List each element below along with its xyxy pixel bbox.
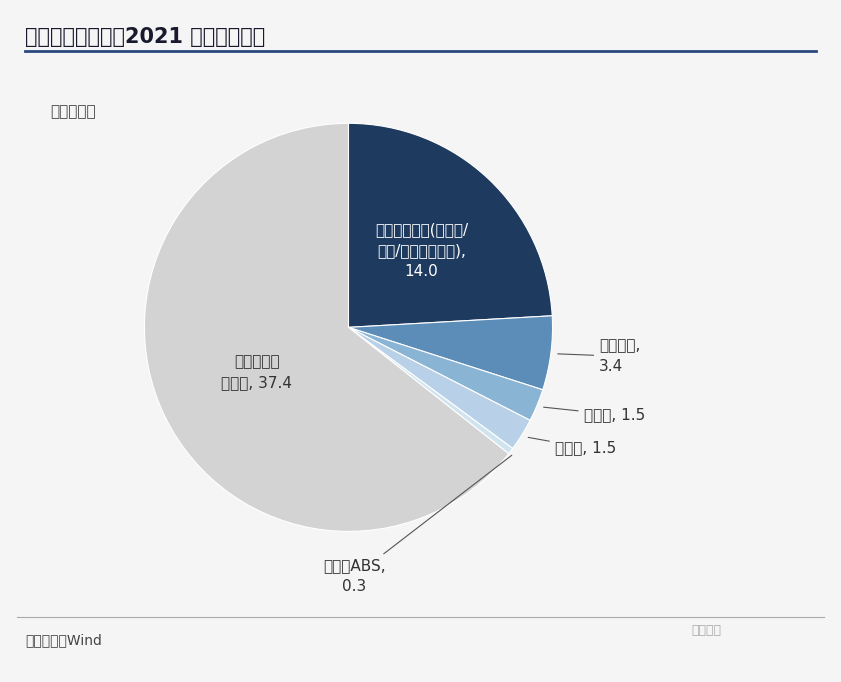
Text: 境外债, 1.5: 境外债, 1.5 xyxy=(528,437,616,455)
Wedge shape xyxy=(348,327,542,420)
Wedge shape xyxy=(348,123,553,327)
Text: 房地产ABS,
0.3: 房地产ABS, 0.3 xyxy=(323,456,512,594)
Wedge shape xyxy=(348,327,513,454)
Text: （万亿元）: （万亿元） xyxy=(50,104,96,119)
Text: 房地产金融风险（2021 年三季度末）: 房地产金融风险（2021 年三季度末） xyxy=(25,27,266,47)
Wedge shape xyxy=(145,123,509,531)
Text: 信用债, 1.5: 信用债, 1.5 xyxy=(543,407,645,422)
Text: 万应拾得: 万应拾得 xyxy=(691,624,722,637)
Wedge shape xyxy=(348,327,530,449)
Text: 个人购房按
揭贷款, 37.4: 个人购房按 揭贷款, 37.4 xyxy=(221,354,292,390)
Text: 资料来源：Wind: 资料来源：Wind xyxy=(25,634,102,647)
Text: 非标融资,
3.4: 非标融资, 3.4 xyxy=(558,338,641,374)
Wedge shape xyxy=(348,316,553,390)
Text: 房企银行贷款(含开发/
并购/补充流动性等),
14.0: 房企银行贷款(含开发/ 并购/补充流动性等), 14.0 xyxy=(375,222,468,279)
